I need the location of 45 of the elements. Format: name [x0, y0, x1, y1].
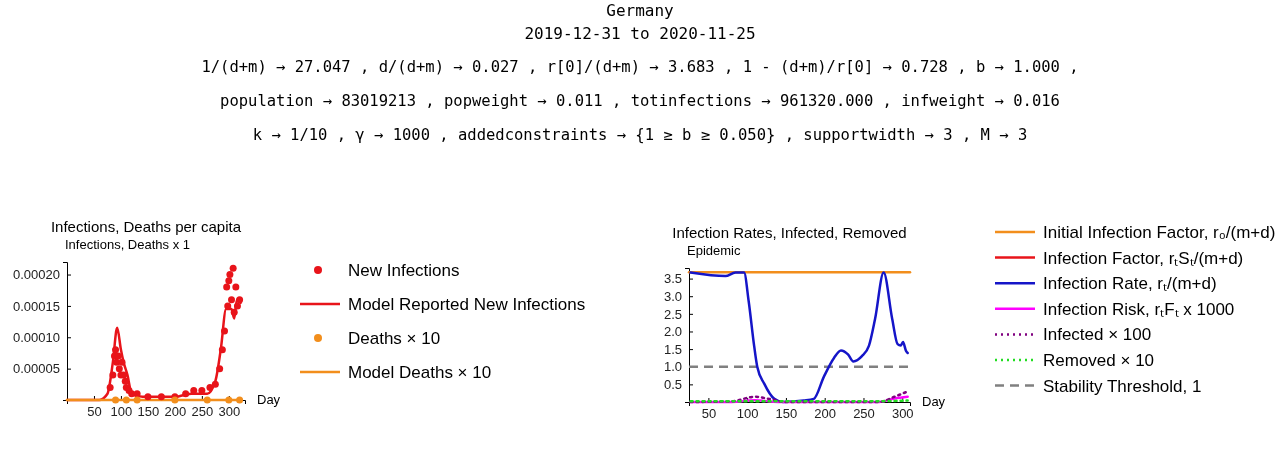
legend-label: Infection Factor, rₜSₜ/(m+d) — [1043, 248, 1244, 268]
legend-label: Initial Infection Factor, r₀/(m+d) — [1043, 223, 1276, 242]
x-tick-label: 250 — [853, 406, 875, 422]
text: 2019-12-31 to 2020-11-25 — [524, 24, 756, 43]
chart-title: Infection Rates, Infected, Removed — [672, 224, 907, 241]
x-tick-label: 100 — [736, 406, 759, 422]
x-tick-label: 150 — [775, 406, 798, 422]
y-tick-label: 1.5 — [663, 341, 682, 357]
text: k → 1/10 , γ → 1000 , addedconstraints → {1 ≥ b ≥ 0.050} , supportwidth → 3 , M → 3 — [252, 126, 1028, 144]
x-tick-label: 300 — [218, 404, 241, 420]
x-tick-label: 300 — [891, 406, 914, 422]
legend-label: Infection Risk, rₜFₜ x 1000 — [1043, 299, 1235, 319]
x-tick-label: 200 — [814, 406, 837, 422]
text: Germany — [606, 1, 675, 20]
y-axis-title: Infections, Deaths x 1 — [65, 237, 191, 252]
y-axis-title: Epidemic — [687, 243, 741, 258]
legend-label: Infection Rate, rₜ/(m+d) — [1043, 274, 1217, 294]
y-tick-label: 0.00015 — [13, 298, 60, 314]
x-axis-title: Day — [257, 392, 281, 407]
legend-label: Removed × 10 — [1043, 351, 1155, 370]
legend-label: Model Reported New Infections — [348, 295, 586, 314]
legend-label: Infected × 100 — [1043, 325, 1152, 345]
x-tick-label: 200 — [164, 404, 187, 420]
y-tick-label: 0.00010 — [13, 329, 60, 345]
legend-label: Stability Threshold, 1 — [1043, 376, 1202, 396]
text: 1/(d+m) → 27.047 , d/(d+m) → 0.027 , r[0]/(d+m) → 3.683 , 1 - (d+m)/r[0] → 0.728 , b → 1.000 , — [201, 58, 1079, 76]
x-tick-label: 50 — [87, 404, 102, 420]
x-tick-label: 100 — [110, 404, 133, 420]
x-tick-label: 250 — [191, 404, 214, 420]
y-tick-label: 2.5 — [663, 306, 682, 322]
legend-label: Model Deaths × 10 — [348, 363, 492, 382]
text: population → 83019213 , popweight → 0.011 , totinfections → 961320.000 , infweight → 0.016 — [220, 92, 1060, 110]
y-tick-label: 3.5 — [663, 271, 682, 287]
y-tick-label: 3.0 — [663, 288, 682, 304]
chart-title: Infections, Deaths per capita — [50, 218, 242, 235]
y-tick-label: 0.5 — [663, 377, 682, 393]
x-tick-label: 50 — [701, 406, 717, 422]
legend-label: Deaths × 10 — [348, 329, 441, 348]
y-tick-label: 1.0 — [663, 359, 682, 375]
x-axis-title: Day — [922, 394, 946, 409]
legend-label: New Infections — [348, 261, 460, 280]
x-tick-label: 150 — [137, 404, 160, 420]
y-tick-label: 0.00005 — [13, 361, 60, 377]
y-tick-label: 0.00020 — [13, 267, 60, 283]
y-tick-label: 2.0 — [663, 324, 682, 340]
